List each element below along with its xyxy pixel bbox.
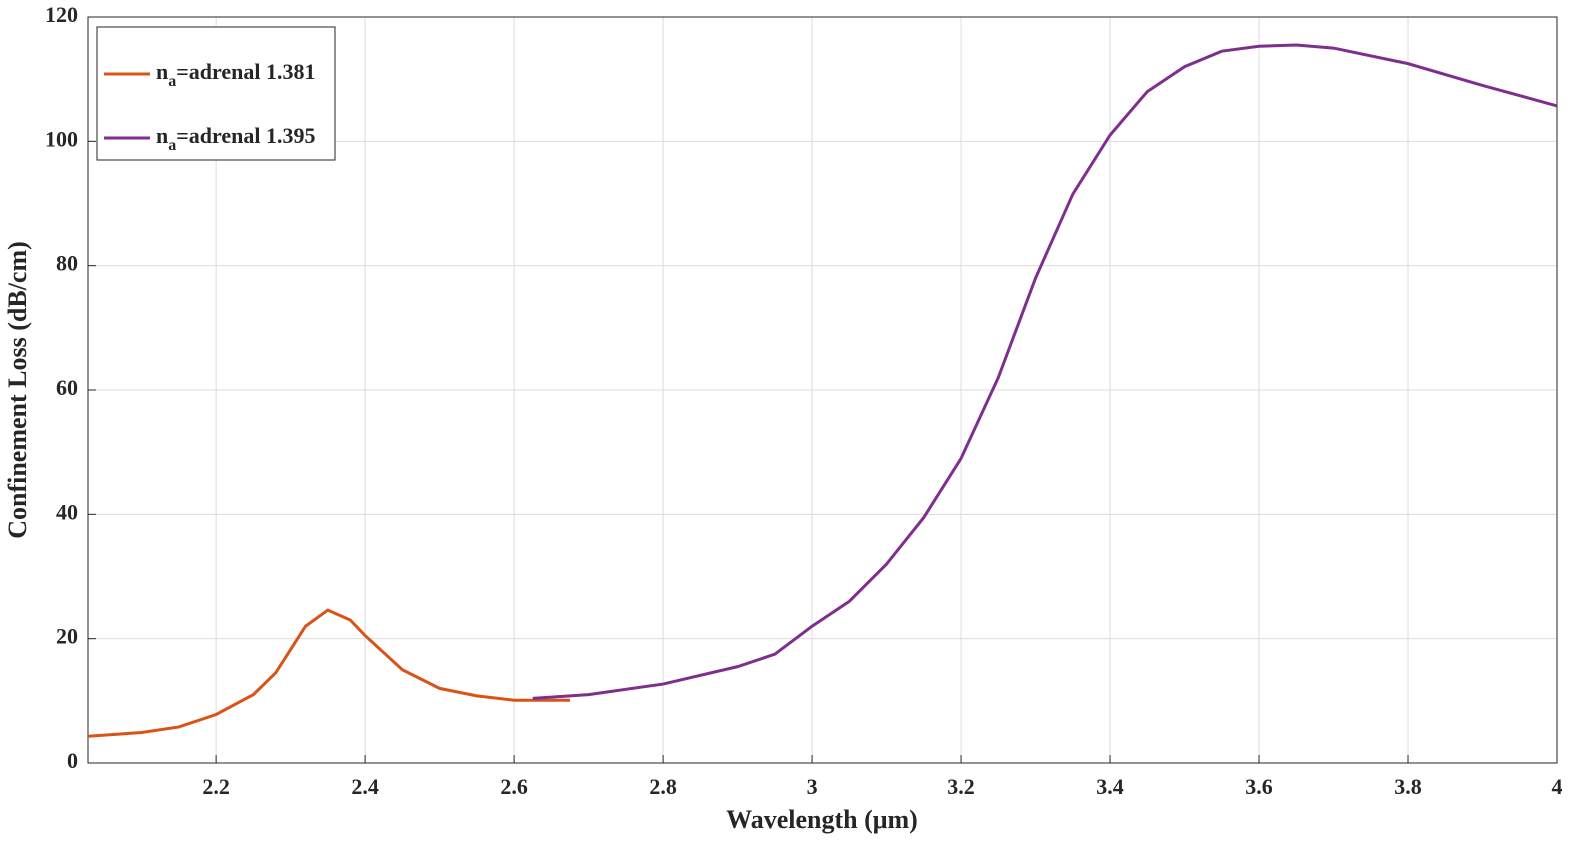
y-tick-label: 20 [56, 624, 78, 649]
line [532, 43, 1558, 700]
x-tick-label: 4 [1552, 774, 1563, 799]
y-tick-label: 60 [56, 375, 78, 400]
x-tick-label: 2.2 [202, 774, 230, 799]
x-tick-label: 3 [807, 774, 818, 799]
x-tick-label: 3.4 [1096, 774, 1124, 799]
y-tick-label: 120 [45, 2, 78, 27]
x-tick-label: 2.6 [500, 774, 528, 799]
y-tick-label: 80 [56, 251, 78, 276]
legend: na=adrenal 1.381 na=adrenal 1.395 [96, 26, 336, 161]
y-tick-label: 40 [56, 499, 78, 524]
y-tick-label: 100 [45, 126, 78, 151]
x-tick-label: 2.4 [351, 774, 379, 799]
plot-frame [87, 16, 1558, 764]
y-axis-label: Confinement Loss (dB/cm) [3, 241, 32, 539]
legend-label: na=adrenal 1.395 [156, 123, 316, 154]
x-tick-label: 2.8 [649, 774, 677, 799]
x-axis-label: Wavelength (μm) [726, 805, 918, 834]
y-tick-label: 0 [67, 748, 78, 773]
x-tick-label: 3.8 [1394, 774, 1422, 799]
x-tick-label: 3.6 [1245, 774, 1273, 799]
x-tick-label: 3.2 [947, 774, 975, 799]
line [87, 608, 570, 738]
legend-label: na=adrenal 1.381 [156, 59, 316, 90]
